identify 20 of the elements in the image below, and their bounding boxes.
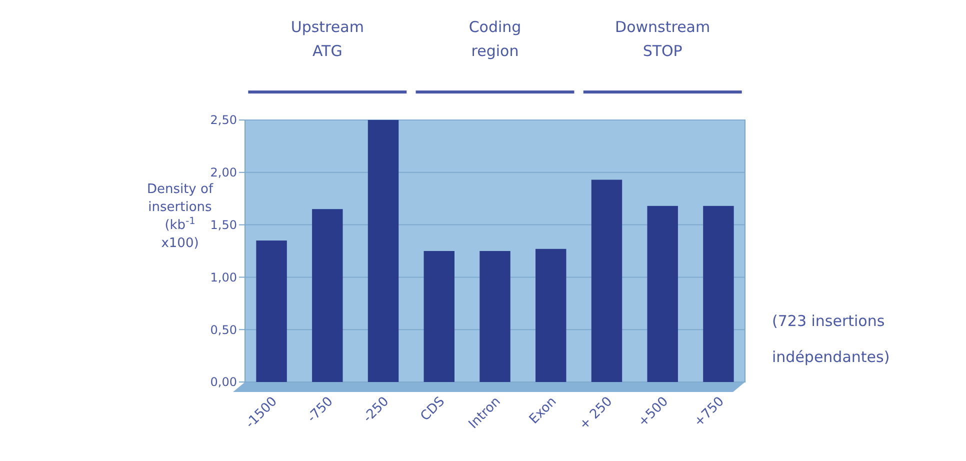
bar bbox=[424, 251, 454, 382]
y-tick-label: 2,50 bbox=[210, 113, 237, 128]
y-tick-label: 1,50 bbox=[210, 218, 237, 232]
y-tick-label: 2,00 bbox=[210, 166, 237, 180]
bar bbox=[703, 206, 734, 382]
bar bbox=[536, 248, 566, 382]
bar bbox=[312, 209, 343, 382]
y-tick-label: 0,00 bbox=[210, 375, 237, 390]
x-tick-label: + 250 bbox=[576, 394, 616, 433]
bar bbox=[591, 180, 622, 382]
y-tick-label: 1,00 bbox=[210, 270, 237, 284]
bar bbox=[480, 251, 510, 382]
bar bbox=[256, 240, 287, 382]
text: Upstream ATG bbox=[290, 18, 364, 60]
text: Coding region bbox=[468, 18, 522, 60]
text: (723 insertions indépendantes) bbox=[772, 312, 890, 366]
bar bbox=[647, 206, 678, 382]
bar bbox=[368, 120, 399, 382]
y-tick-label: 0,50 bbox=[210, 322, 237, 337]
text: Downstream STOP bbox=[615, 18, 710, 60]
